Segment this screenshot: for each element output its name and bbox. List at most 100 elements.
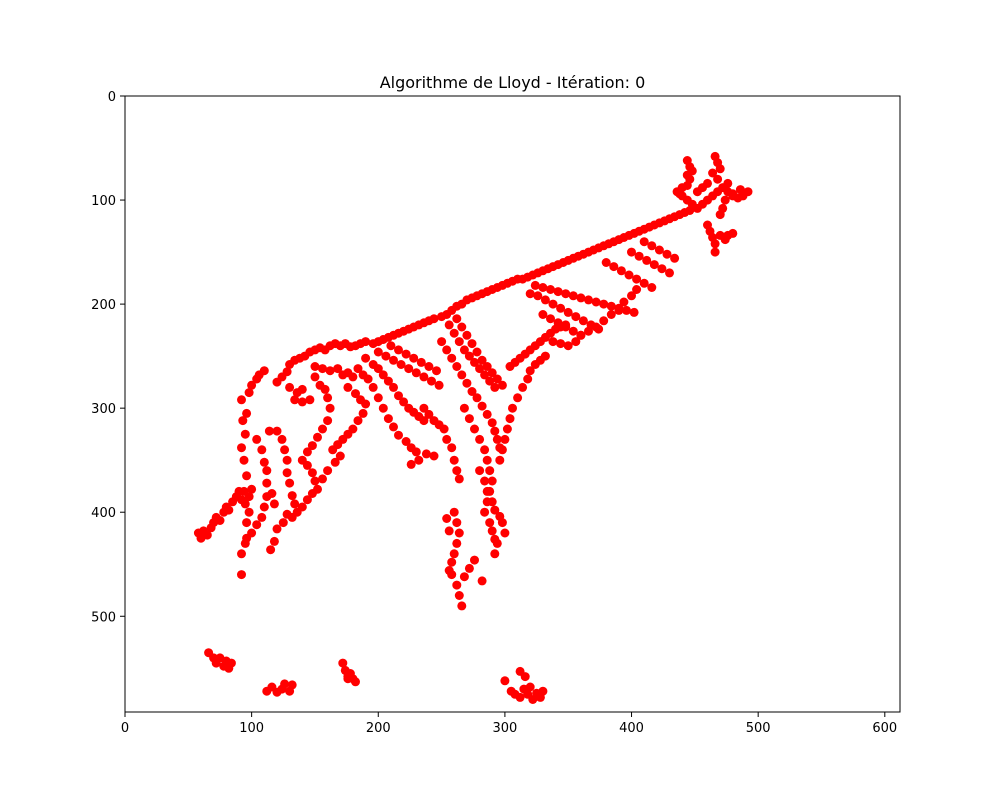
data-point <box>259 366 269 376</box>
data-point <box>454 591 464 600</box>
data-point <box>728 228 738 238</box>
data-point <box>670 253 680 263</box>
data-point <box>318 474 327 484</box>
data-point <box>343 674 353 684</box>
x-tick-label: 0 <box>121 721 129 736</box>
data-point <box>599 299 609 309</box>
data-point <box>343 382 353 392</box>
data-point <box>252 520 262 530</box>
data-point <box>452 580 462 590</box>
data-point <box>361 337 371 347</box>
data-point <box>627 291 636 301</box>
data-point <box>482 362 492 371</box>
data-point <box>297 384 307 394</box>
data-point <box>409 353 419 363</box>
data-point <box>323 416 333 426</box>
data-point <box>487 497 497 507</box>
data-point <box>437 337 447 347</box>
data-point <box>538 310 548 319</box>
data-point <box>497 380 507 390</box>
data-point <box>563 307 573 317</box>
data-point <box>614 305 624 315</box>
data-point <box>447 557 457 567</box>
data-point <box>553 318 563 328</box>
data-point <box>406 459 416 469</box>
data-point <box>482 486 492 496</box>
data-point <box>477 355 487 365</box>
data-point <box>386 341 396 351</box>
data-point <box>606 301 616 311</box>
data-point <box>553 287 563 297</box>
data-point <box>389 355 398 365</box>
data-point <box>320 384 330 394</box>
data-point <box>323 393 333 403</box>
data-point <box>467 387 477 396</box>
data-point <box>307 489 317 498</box>
data-point <box>735 185 745 195</box>
data-point <box>487 526 497 536</box>
data-point <box>323 466 333 476</box>
data-point <box>363 374 373 384</box>
data-point <box>318 364 327 374</box>
data-point <box>657 264 667 274</box>
data-point <box>259 457 269 467</box>
data-point <box>662 249 672 259</box>
x-tick-label: 100 <box>239 721 264 736</box>
data-point <box>247 380 257 390</box>
data-point <box>285 478 295 488</box>
data-point <box>368 382 378 392</box>
data-point <box>480 507 490 517</box>
data-point <box>584 295 593 305</box>
data-point <box>266 545 276 555</box>
data-point <box>338 658 348 668</box>
data-point <box>639 278 649 288</box>
data-point <box>282 455 292 465</box>
data-point <box>647 241 657 251</box>
data-point <box>540 295 550 305</box>
data-point <box>546 285 555 294</box>
y-tick-label: 300 <box>91 402 116 417</box>
data-point <box>619 297 629 307</box>
data-point <box>348 372 358 382</box>
data-point <box>447 443 457 453</box>
data-point <box>475 466 485 476</box>
data-point <box>546 314 555 324</box>
data-point <box>548 337 558 347</box>
data-point <box>237 570 246 580</box>
data-point <box>401 349 411 359</box>
data-point <box>442 434 452 444</box>
data-point <box>464 414 474 424</box>
data-point <box>353 364 363 374</box>
data-point <box>462 378 472 388</box>
data-point <box>632 285 642 294</box>
data-point <box>472 393 482 403</box>
data-point <box>449 507 459 517</box>
data-point <box>475 434 485 444</box>
data-point <box>525 682 535 692</box>
data-point <box>710 239 720 249</box>
data-point <box>278 518 288 528</box>
data-point <box>480 370 490 380</box>
y-tick-label: 0 <box>108 90 116 105</box>
data-point <box>310 476 320 486</box>
data-point <box>452 538 462 548</box>
data-point <box>419 372 429 382</box>
data-point <box>480 445 490 455</box>
data-point <box>401 437 411 446</box>
data-point <box>500 434 510 444</box>
y-tick-label: 200 <box>91 298 116 313</box>
data-point <box>533 291 543 301</box>
data-point <box>654 245 664 255</box>
data-point <box>335 451 345 461</box>
data-point <box>675 189 685 199</box>
data-point <box>470 424 479 434</box>
data-point <box>500 676 510 686</box>
data-point <box>487 368 497 378</box>
x-tick-label: 500 <box>746 721 771 736</box>
data-point <box>280 445 290 455</box>
data-point <box>247 528 257 538</box>
data-point <box>257 512 267 522</box>
data-point <box>525 289 535 299</box>
